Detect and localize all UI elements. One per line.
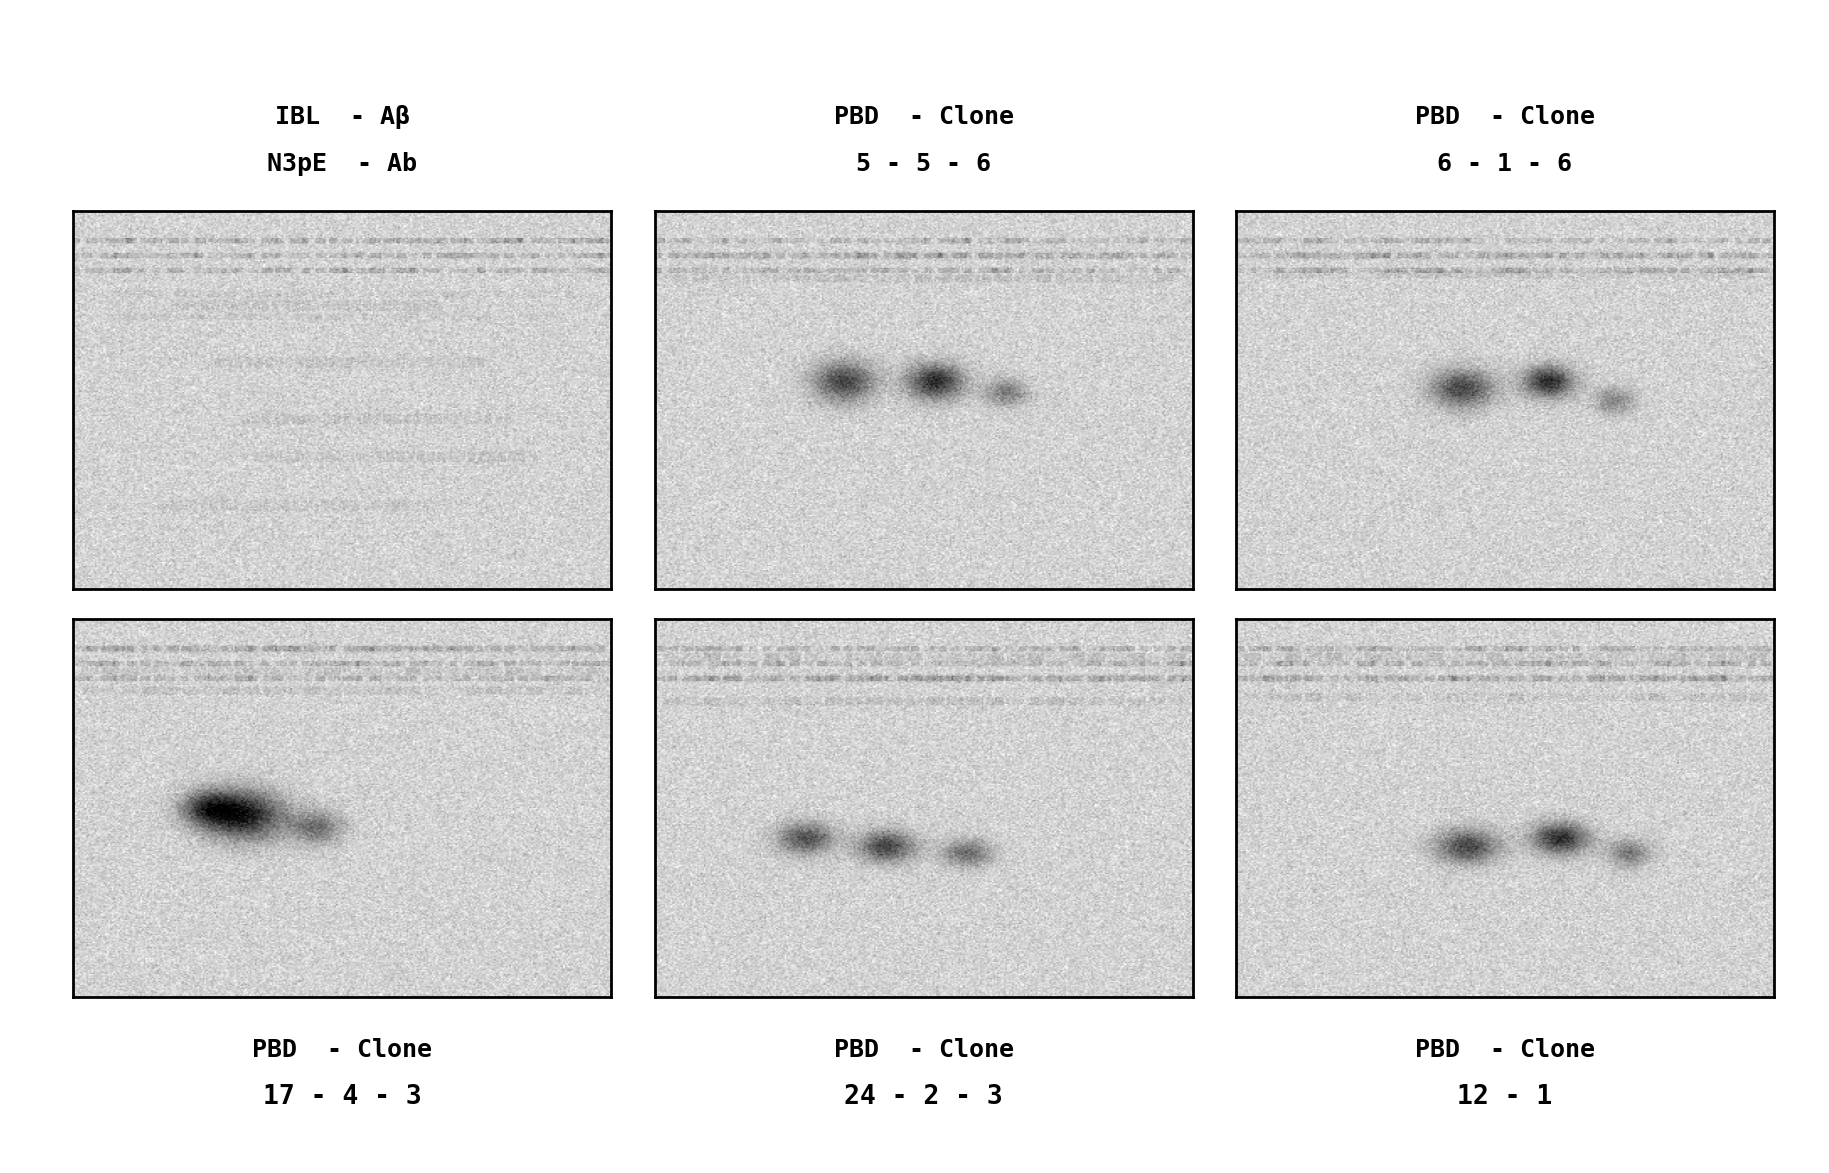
Text: PBD  - Clone: PBD - Clone — [1416, 1038, 1595, 1062]
Text: 6 - 1 - 6: 6 - 1 - 6 — [1438, 152, 1573, 176]
Text: 5 - 5 - 6: 5 - 5 - 6 — [856, 152, 991, 176]
Text: PBD  - Clone: PBD - Clone — [1416, 106, 1595, 129]
Text: PBD  - Clone: PBD - Clone — [834, 106, 1013, 129]
Text: N3pE  - Ab: N3pE - Ab — [267, 152, 417, 176]
Text: PBD  - Clone: PBD - Clone — [252, 1038, 432, 1062]
Text: 12 - 1: 12 - 1 — [1458, 1084, 1553, 1110]
Text: 17 - 4 - 3: 17 - 4 - 3 — [263, 1084, 422, 1110]
Text: PBD  - Clone: PBD - Clone — [834, 1038, 1013, 1062]
Text: 24 - 2 - 3: 24 - 2 - 3 — [845, 1084, 1002, 1110]
Text: IBL  - Aβ: IBL - Aβ — [274, 106, 410, 129]
